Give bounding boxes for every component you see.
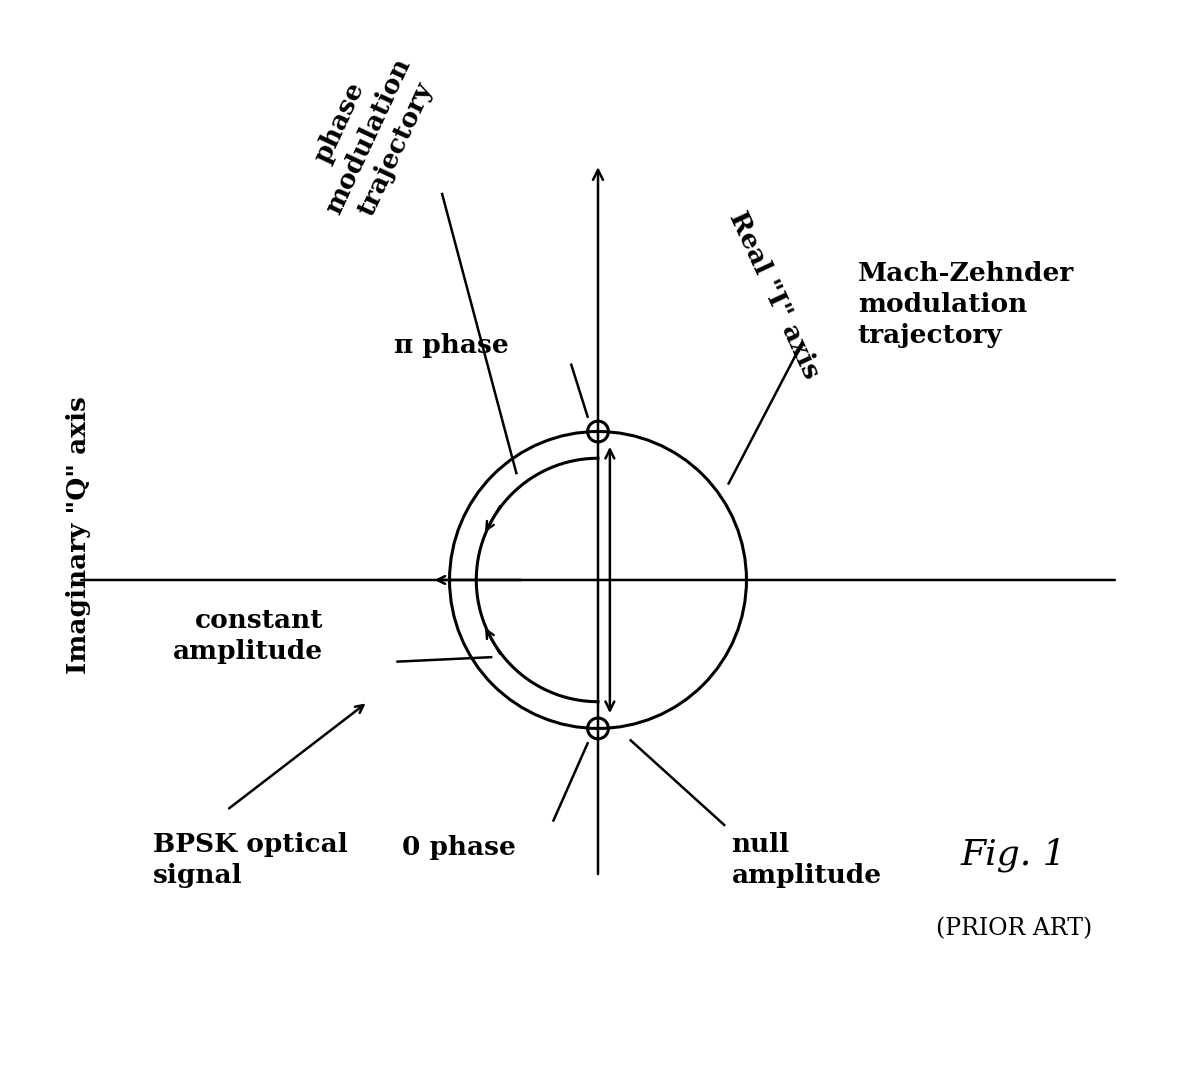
Text: Fig. 1: Fig. 1 xyxy=(960,837,1067,872)
Text: 0 phase: 0 phase xyxy=(403,835,517,860)
Text: BPSK optical
signal: BPSK optical signal xyxy=(153,833,347,888)
Text: constant
amplitude: constant amplitude xyxy=(173,608,323,665)
Text: (PRIOR ART): (PRIOR ART) xyxy=(935,918,1092,941)
Text: phase
modulation
trajectory: phase modulation trajectory xyxy=(293,41,443,231)
Text: π phase: π phase xyxy=(395,332,509,358)
Text: null
amplitude: null amplitude xyxy=(732,833,881,888)
Text: Imaginary "Q" axis: Imaginary "Q" axis xyxy=(66,397,91,675)
Text: Real "I" axis: Real "I" axis xyxy=(725,207,824,383)
Text: Mach-Zehnder
modulation
trajectory: Mach-Zehnder modulation trajectory xyxy=(858,261,1074,348)
